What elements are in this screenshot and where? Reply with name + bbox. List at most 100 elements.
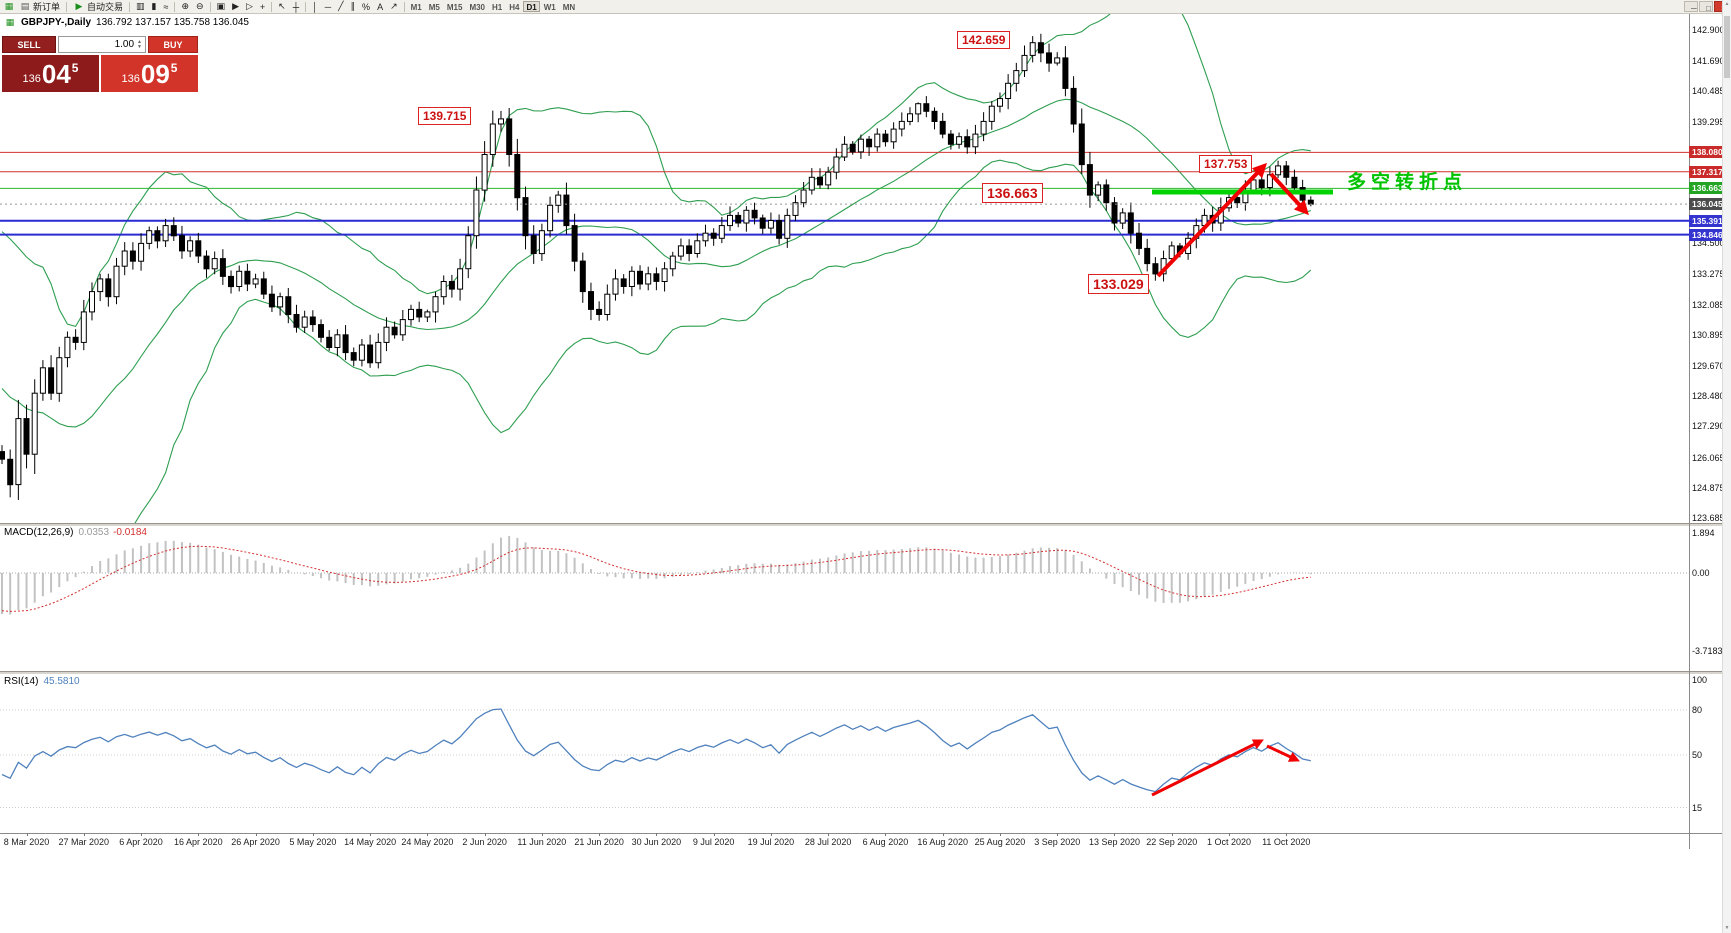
- price-axis-label: 124.875: [1692, 482, 1725, 493]
- rsi-pullback-arrow[interactable]: [1266, 744, 1300, 762]
- timeframe-m15[interactable]: M15: [444, 1, 466, 12]
- timeframe-h4[interactable]: H4: [506, 1, 522, 12]
- volume-spinner[interactable]: ▲ ▼: [137, 38, 142, 50]
- minimize-button[interactable]: ─: [1684, 1, 1698, 13]
- sell-button[interactable]: SELL: [2, 36, 56, 53]
- window-controls: ─□×: [1684, 1, 1728, 13]
- date-label: 1 Oct 2020: [1206, 837, 1252, 847]
- auto-trading-button[interactable]: ▶ 自动交易: [70, 1, 126, 13]
- date-tick: [885, 833, 887, 836]
- trendline-icon[interactable]: ╱: [335, 1, 346, 13]
- zoom-out-icon[interactable]: ⊖: [193, 1, 207, 13]
- rsi-header: RSI(14) 45.5810: [4, 676, 80, 687]
- restore-button[interactable]: □: [1699, 1, 1713, 13]
- price-callout-136.663[interactable]: 136.663: [982, 183, 1043, 203]
- horizontal-line-icon[interactable]: ─: [322, 1, 334, 13]
- date-label: 11 Oct 2020: [1262, 837, 1311, 847]
- symbol-chart-icon: ▦: [5, 17, 15, 27]
- date-label: 3 Sep 2020: [1034, 837, 1081, 847]
- tile-windows-icon[interactable]: ▣: [214, 1, 229, 13]
- buy-button[interactable]: BUY: [148, 36, 198, 53]
- arrow-object-icon[interactable]: ↗: [387, 1, 401, 13]
- vertical-line-icon[interactable]: │: [309, 1, 321, 13]
- date-label: 6 Aug 2020: [862, 837, 909, 847]
- add-indicator-icon[interactable]: +: [257, 1, 268, 13]
- price-axis-label: 132.085: [1692, 299, 1725, 310]
- price-callout-137.753[interactable]: 137.753: [1199, 155, 1253, 173]
- rsi-axis-label: 15: [1692, 802, 1703, 813]
- panel-separator[interactable]: [0, 671, 1723, 674]
- scroll-up-icon[interactable]: ▲: [1724, 1, 1730, 7]
- bid-price-button[interactable]: 136 04 5: [2, 55, 99, 92]
- date-label: 28 Jul 2020: [804, 837, 852, 847]
- one-click-trading-panel: SELL 1.00 ▲ ▼ BUY 136 04 5 136 09 5: [2, 36, 198, 92]
- timeframe-m5[interactable]: M5: [426, 1, 443, 12]
- toolbar-icon-group: ▥ ▮ ≈ ⊕ ⊖ ▣ ▶ ▷ + ↖ ┼ │ ─ ╱ ∥% A ↗: [133, 1, 407, 13]
- candlesticks: [0, 33, 1314, 500]
- chart-title: ▦ GBPJPY-,Daily 136.792 137.157 135.758 …: [4, 17, 249, 28]
- price-tag-136.045: 136.045: [1689, 198, 1724, 211]
- line-chart-icon[interactable]: ≈: [161, 1, 172, 13]
- ask-price-button[interactable]: 136 09 5: [101, 55, 198, 92]
- crosshair-icon[interactable]: ┼: [290, 1, 302, 13]
- date-tick: [26, 833, 28, 836]
- chart-shift-icon[interactable]: ▷: [243, 1, 256, 13]
- rsi-value: 45.5810: [43, 676, 80, 687]
- date-label: 9 Jul 2020: [692, 837, 735, 847]
- price-callout-139.715[interactable]: 139.715: [418, 107, 472, 125]
- date-tick: [713, 833, 715, 836]
- spinner-down-icon[interactable]: ▼: [137, 43, 142, 50]
- channel-icon[interactable]: ∥: [348, 1, 359, 13]
- date-label: 5 May 2020: [289, 837, 337, 847]
- timeframe-h1[interactable]: H1: [489, 1, 505, 12]
- date-tick: [942, 833, 944, 836]
- price-axis-label: 127.290: [1692, 421, 1725, 432]
- price-axis-label: 123.685: [1692, 513, 1725, 524]
- date-label: 14 May 2020: [344, 837, 397, 847]
- macd-axis-label: 1.894: [1692, 528, 1715, 539]
- price-axis-label: 126.065: [1692, 452, 1725, 463]
- timeframe-mn[interactable]: MN: [560, 1, 578, 12]
- date-axis-border: [0, 833, 1723, 834]
- date-tick: [255, 833, 257, 836]
- candlestick-chart-icon[interactable]: ▮: [149, 1, 160, 13]
- symbol-label: GBPJPY-,Daily: [21, 17, 92, 28]
- price-axis-label: 139.295: [1692, 116, 1725, 127]
- fibonacci-icon[interactable]: %: [359, 1, 373, 13]
- toolbar-separator: [174, 1, 176, 12]
- macd-panel-canvas[interactable]: [0, 525, 1689, 671]
- rsi-title: RSI(14): [4, 676, 39, 687]
- panel-separator[interactable]: [0, 523, 1723, 526]
- date-label: 13 Sep 2020: [1088, 837, 1140, 847]
- main-chart-canvas[interactable]: [0, 14, 1689, 523]
- rsi-panel-canvas[interactable]: [0, 673, 1689, 833]
- rsi-line: [1, 708, 1311, 793]
- zoom-in-icon[interactable]: ⊕: [178, 1, 192, 13]
- cursor-icon[interactable]: ↖: [275, 1, 289, 13]
- text-label-icon[interactable]: A: [374, 1, 386, 13]
- date-tick: [427, 833, 429, 836]
- toolbar-separator: [403, 1, 405, 12]
- volume-input[interactable]: 1.00 ▲ ▼: [58, 36, 146, 53]
- scrollbar-thumb[interactable]: [1724, 16, 1730, 78]
- new-order-button[interactable]: ▤ 新订单: [16, 1, 63, 13]
- price-callout-142.659[interactable]: 142.659: [957, 31, 1011, 49]
- auto-scroll-icon[interactable]: ▶: [229, 1, 242, 13]
- rsi-uptrend-arrow[interactable]: [1151, 739, 1264, 797]
- chart-window-icon[interactable]: ▦: [4, 1, 14, 11]
- vertical-scrollbar[interactable]: ▲ ▼: [1722, 0, 1731, 933]
- timeframe-d1[interactable]: D1: [523, 1, 540, 12]
- date-tick: [999, 833, 1001, 836]
- ask-prefix: 136: [121, 72, 140, 85]
- spinner-up-icon[interactable]: ▲: [137, 38, 142, 45]
- date-label: 25 Aug 2020: [974, 837, 1026, 847]
- timeframe-m1[interactable]: M1: [408, 1, 425, 12]
- bar-chart-icon[interactable]: ▥: [133, 1, 148, 13]
- macd-header: MACD(12,26,9) 0.0353 -0.0184: [4, 527, 147, 538]
- scroll-down-icon[interactable]: ▼: [1724, 925, 1730, 931]
- price-callout-133.029[interactable]: 133.029: [1088, 274, 1149, 294]
- price-axis-label: 140.485: [1692, 86, 1725, 97]
- timeframe-w1[interactable]: W1: [541, 1, 559, 12]
- new-order-icon: ▤: [20, 1, 30, 11]
- timeframe-m30[interactable]: M30: [466, 1, 488, 12]
